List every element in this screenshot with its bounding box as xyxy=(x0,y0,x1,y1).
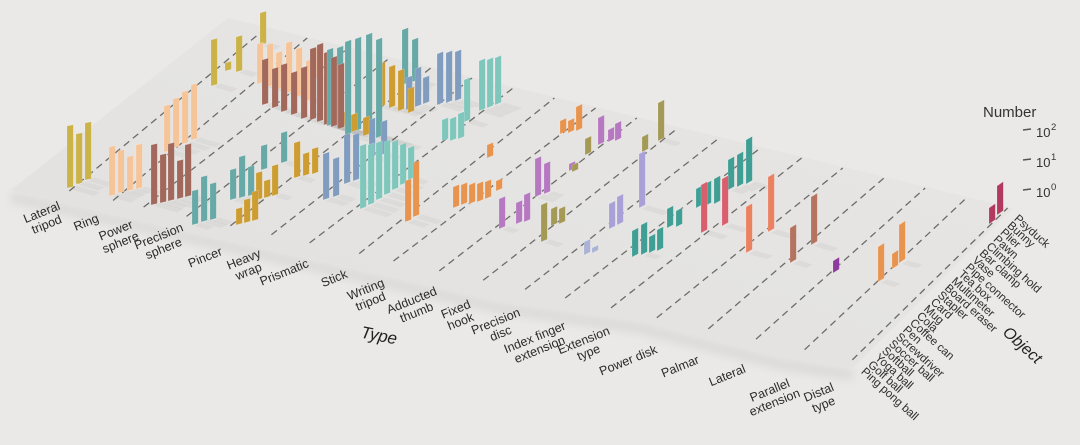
svg-text:10: 10 xyxy=(1036,185,1050,200)
svg-text:1: 1 xyxy=(1051,152,1056,163)
svg-text:10: 10 xyxy=(1036,125,1050,140)
svg-text:Number: Number xyxy=(983,104,1036,121)
svg-text:0: 0 xyxy=(1051,182,1056,193)
svg-text:2: 2 xyxy=(1051,122,1056,133)
svg-text:10: 10 xyxy=(1036,155,1050,170)
